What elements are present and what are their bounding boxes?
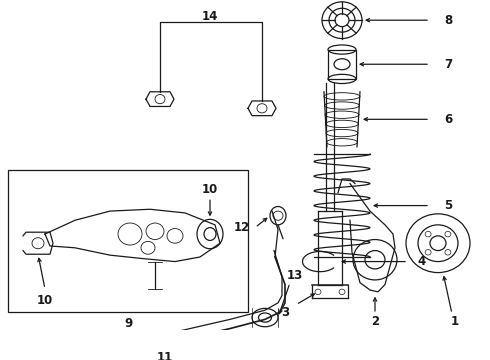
Text: 5: 5 [444,199,452,212]
Text: 11: 11 [157,351,173,360]
Text: 12: 12 [234,221,250,234]
Text: 7: 7 [444,58,452,71]
Bar [8,170,248,312]
Text: 9: 9 [124,316,132,329]
Text: 6: 6 [444,113,452,126]
Text: 3: 3 [281,306,289,319]
Text: 10: 10 [37,294,53,307]
Text: 4: 4 [418,255,426,268]
Text: 14: 14 [202,10,218,23]
Text: 8: 8 [444,14,452,27]
Text: 2: 2 [371,315,379,328]
Text: 10: 10 [202,184,218,197]
Text: 13: 13 [287,269,303,282]
Bar [328,50,356,79]
Text: 1: 1 [451,315,459,328]
